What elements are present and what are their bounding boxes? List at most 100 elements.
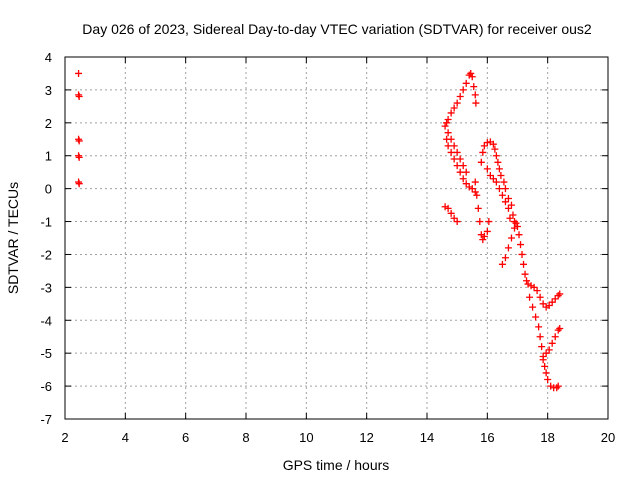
- data-point: [470, 83, 478, 91]
- data-point: [456, 92, 464, 100]
- data-point: [551, 333, 559, 341]
- data-point: [441, 122, 449, 130]
- data-point: [75, 180, 83, 188]
- data-point: [447, 135, 455, 143]
- data-point: [507, 234, 515, 242]
- y-tick-label: 2: [45, 116, 52, 131]
- data-point: [539, 356, 547, 364]
- data-point: [545, 346, 553, 354]
- data-point: [529, 303, 537, 311]
- data-point: [75, 92, 83, 100]
- data-point: [535, 323, 543, 331]
- y-tick-label: -3: [40, 280, 52, 295]
- data-point: [536, 293, 544, 301]
- x-tick-label: 2: [61, 430, 68, 445]
- data-point: [450, 142, 458, 150]
- data-point: [444, 142, 452, 150]
- data-point: [441, 203, 449, 211]
- data-point: [547, 382, 555, 390]
- data-point: [497, 171, 505, 179]
- data-point: [467, 69, 475, 77]
- data-point: [514, 222, 521, 230]
- data-point: [459, 86, 467, 94]
- data-point: [527, 282, 535, 290]
- y-tick-label: 3: [45, 83, 52, 98]
- x-tick-label: 18: [540, 430, 554, 445]
- data-point: [75, 69, 83, 77]
- data-point: [544, 376, 552, 384]
- y-tick-label: -4: [40, 313, 52, 328]
- data-point: [479, 148, 487, 156]
- data-point: [518, 250, 526, 258]
- plot-area-frame: [64, 56, 609, 420]
- y-tick-label: -6: [40, 379, 52, 394]
- data-point: [495, 165, 503, 173]
- data-point: [477, 158, 485, 166]
- data-point: [465, 71, 473, 79]
- data-point: [468, 73, 476, 81]
- data-point: [476, 218, 484, 226]
- data-point: [456, 168, 464, 176]
- data-point: [553, 384, 561, 392]
- data-point: [533, 287, 541, 295]
- chart-ticks: [64, 56, 609, 420]
- data-point: [520, 260, 528, 268]
- data-point: [472, 99, 480, 107]
- data-point: [542, 349, 550, 357]
- data-point: [473, 191, 481, 199]
- data-point: [453, 99, 461, 107]
- data-point: [471, 188, 479, 196]
- x-tick-label: 10: [299, 430, 313, 445]
- data-point: [498, 260, 506, 268]
- data-point: [459, 162, 467, 170]
- data-point: [542, 369, 550, 377]
- data-point: [501, 254, 509, 262]
- chart-title: Day 026 of 2023, Sidereal Day-to-day VTE…: [82, 21, 592, 37]
- data-point: [554, 292, 562, 300]
- data-point: [539, 300, 547, 308]
- data-point: [498, 191, 506, 199]
- data-point: [500, 178, 508, 186]
- x-tick-label: 12: [359, 430, 373, 445]
- data-point: [444, 129, 452, 137]
- x-tick-label: 20: [601, 430, 615, 445]
- data-point: [510, 224, 518, 232]
- data-point: [526, 293, 534, 301]
- data-point: [444, 204, 452, 212]
- data-point: [465, 183, 473, 191]
- data-point: [453, 218, 461, 226]
- data-point: [471, 178, 479, 186]
- data-point: [523, 277, 531, 285]
- data-point: [556, 290, 564, 298]
- data-point: [453, 162, 461, 170]
- data-point: [483, 139, 491, 147]
- data-point: [507, 201, 515, 209]
- y-tick-label: -5: [40, 346, 52, 361]
- chart-grid: [65, 57, 608, 419]
- data-point: [485, 218, 493, 226]
- data-point: [486, 171, 494, 179]
- y-axis-label: SDTVAR / TECUs: [5, 182, 21, 294]
- data-point: [541, 362, 549, 370]
- y-tick-label: -1: [40, 215, 52, 230]
- y-tick-label: 4: [45, 50, 52, 65]
- data-point: [504, 204, 512, 212]
- data-point: [75, 153, 83, 161]
- data-point: [510, 218, 518, 226]
- data-point: [501, 198, 509, 206]
- data-point: [517, 241, 525, 249]
- x-tick-label: 14: [420, 430, 434, 445]
- data-point: [459, 175, 467, 183]
- data-point: [462, 180, 470, 188]
- x-tick-label: 4: [122, 430, 129, 445]
- data-point: [556, 325, 564, 332]
- data-point: [509, 211, 517, 219]
- data-point: [536, 333, 544, 341]
- data-point: [492, 178, 500, 186]
- data-point: [489, 140, 497, 148]
- y-tick-label: -7: [40, 412, 52, 427]
- x-axis-label: GPS time / hours: [283, 457, 390, 473]
- data-point: [551, 295, 559, 303]
- y-tick-label: -2: [40, 247, 52, 262]
